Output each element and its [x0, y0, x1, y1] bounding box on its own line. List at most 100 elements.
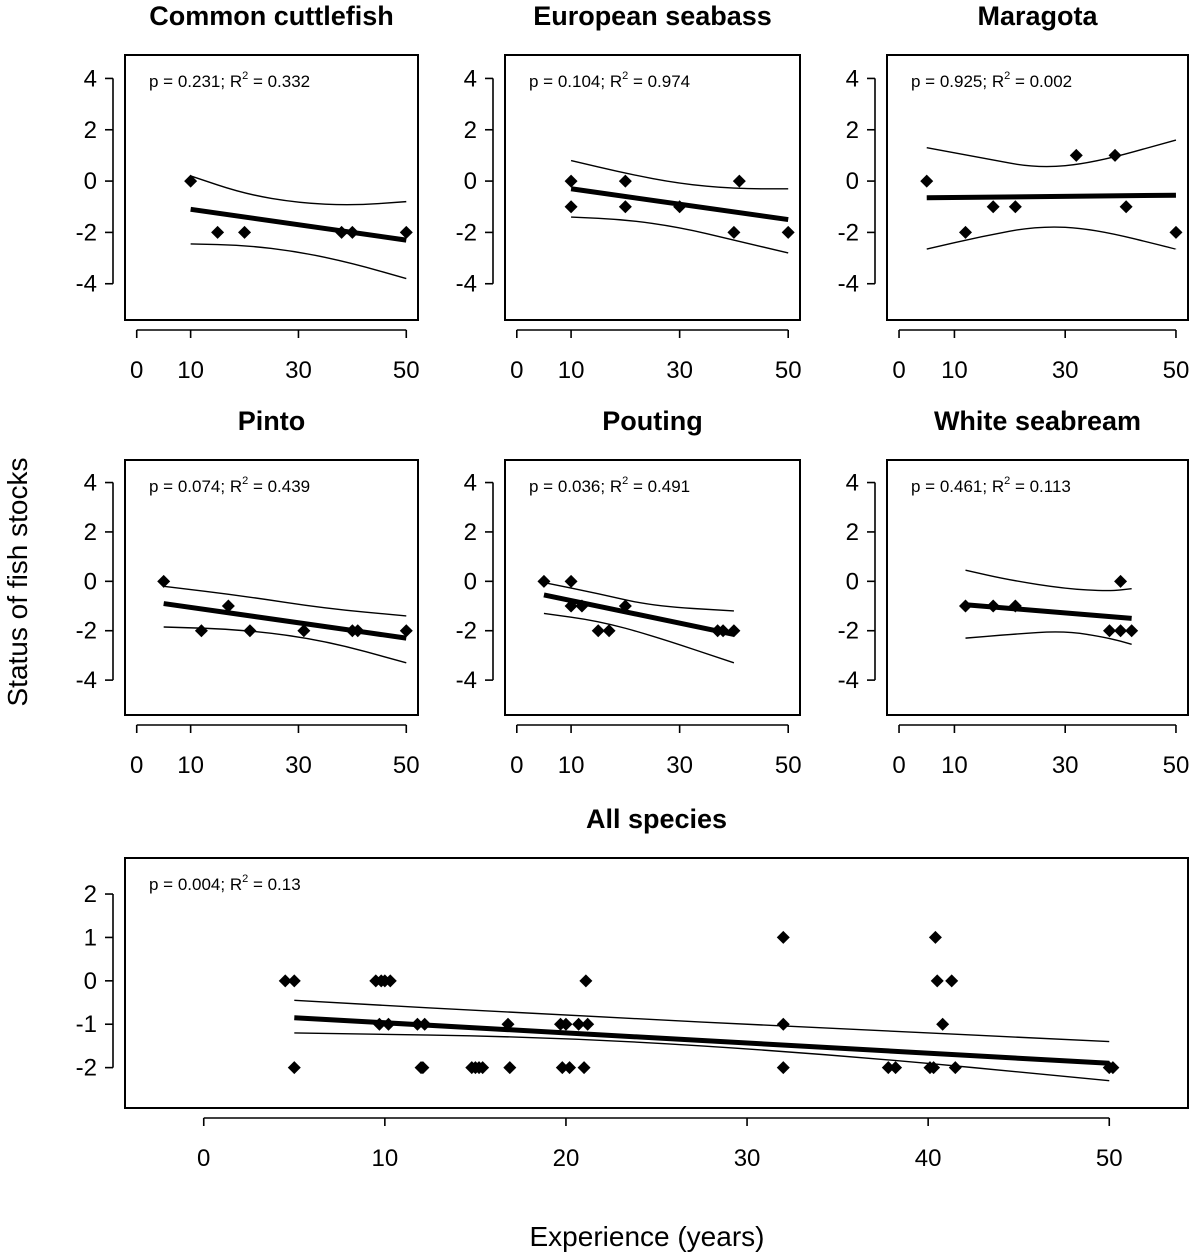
regression-line [294, 1015, 1110, 1066]
x-tick-label: 0 [892, 357, 905, 384]
data-point [194, 624, 208, 638]
regression-line [163, 601, 407, 641]
y-tick-label: -2 [456, 219, 477, 246]
panel-pinto: Pinto 4 2 0 -2 -4 0 10 30 50 p = 0.074; R2 = 0.439 [76, 406, 420, 779]
panel-european-seabass: European seabass 4 2 0 -2 -4 0 10 30 50 p = 0.104;… [456, 1, 802, 384]
panel-title: Common cuttlefish [149, 1, 394, 31]
x-tick-label: 50 [775, 357, 802, 384]
data-point [1008, 200, 1022, 214]
y-tick-label: 0 [464, 568, 477, 595]
panel-common-cuttlefish: Common cuttlefish 4 2 0 -2 -4 0 10 30 50 p = 0.231… [76, 1, 420, 384]
x-tick-label: 30 [666, 752, 693, 779]
data-point [1008, 599, 1022, 613]
panel-title: European seabass [533, 1, 772, 31]
y-tick-label: -2 [838, 219, 859, 246]
data-point [591, 624, 605, 638]
data-point [563, 1061, 577, 1075]
panel-title: Pinto [238, 406, 306, 436]
x-tick-label: 50 [775, 752, 802, 779]
x-tick-label: 0 [892, 752, 905, 779]
data-point [1108, 148, 1122, 162]
y-tick-label: 4 [464, 470, 477, 497]
data-point [930, 974, 944, 988]
stats-annotation: p = 0.104; R2 = 0.974 [529, 70, 690, 91]
data-point [399, 225, 413, 239]
data-point [618, 174, 632, 188]
y-tick-label: -2 [76, 219, 97, 246]
y-tick-label: 0 [84, 568, 97, 595]
data-point [416, 1061, 430, 1075]
ci-upper-line [190, 175, 407, 206]
data-point [928, 930, 942, 944]
panel-title: White seabream [934, 406, 1141, 436]
data-point [297, 624, 311, 638]
data-point [221, 599, 235, 613]
data-point [716, 624, 730, 638]
panel-title: All species [586, 804, 727, 834]
data-point [503, 1061, 517, 1075]
data-point [238, 225, 252, 239]
data-point [243, 624, 257, 638]
data-point [559, 1017, 573, 1031]
data-point [727, 624, 741, 638]
plot-frame [124, 857, 1189, 1109]
stats-annotation: p = 0.036; R2 = 0.491 [529, 475, 690, 496]
ci-lower-line [543, 612, 735, 664]
x-tick-label: 50 [393, 357, 420, 384]
x-tick-label: 30 [734, 1145, 761, 1172]
data-point [287, 1061, 301, 1075]
data-point [581, 1017, 595, 1031]
data-point [577, 1061, 591, 1075]
stats-annotation: p = 0.004; R2 = 0.13 [149, 873, 301, 894]
ci-lower-line [571, 216, 789, 254]
y-tick-label: -4 [456, 667, 477, 694]
data-point [579, 974, 593, 988]
x-tick-label: 30 [1052, 357, 1079, 384]
x-tick-label: 10 [941, 357, 968, 384]
y-tick-label: 0 [846, 568, 859, 595]
data-point [602, 624, 616, 638]
data-point [537, 574, 551, 588]
data-point [1169, 225, 1183, 239]
y-tick-label: 0 [84, 168, 97, 195]
y-tick-label: 1 [84, 924, 97, 951]
ci-lower-line [926, 226, 1177, 250]
data-point [410, 1017, 424, 1031]
data-point [184, 174, 198, 188]
panel-title: Pouting [602, 406, 702, 436]
data-point [732, 174, 746, 188]
y-axis-label: Status of fish stocks [2, 458, 33, 707]
data-point [572, 1017, 586, 1031]
y-tick-label: 4 [846, 65, 859, 92]
data-point [1119, 200, 1133, 214]
x-tick-label: 30 [285, 357, 312, 384]
x-tick-label: 10 [371, 1145, 398, 1172]
panel-white-seabream: White seabream 4 2 0 -2 -4 0 10 30 50 p = 0.461; R… [838, 406, 1190, 779]
plot-frame [124, 54, 419, 321]
data-point [564, 574, 578, 588]
x-tick-label: 50 [1163, 752, 1190, 779]
data-point [399, 624, 413, 638]
x-tick-label: 10 [177, 752, 204, 779]
y-tick-label: 2 [464, 519, 477, 546]
regression-line [190, 206, 407, 243]
data-point [945, 974, 959, 988]
y-tick-label: 0 [464, 168, 477, 195]
x-tick-label: 10 [558, 752, 585, 779]
data-point [1114, 574, 1128, 588]
y-tick-label: 4 [84, 65, 97, 92]
data-point [476, 1061, 490, 1075]
data-point [1106, 1061, 1120, 1075]
y-tick-label: -4 [76, 667, 97, 694]
y-tick-label: -1 [76, 1011, 97, 1038]
regression-line [543, 592, 735, 637]
x-tick-label: 10 [177, 357, 204, 384]
data-point [418, 1017, 432, 1031]
y-tick-label: 2 [84, 881, 97, 908]
panel-pouting: Pouting 4 2 0 -2 -4 0 10 30 50 p = 0.036; R2 = 0.4… [456, 406, 802, 779]
x-tick-label: 0 [197, 1145, 210, 1172]
x-axis-label: Experience (years) [530, 1221, 765, 1252]
data-point [501, 1017, 515, 1031]
plot-frame [886, 54, 1189, 321]
